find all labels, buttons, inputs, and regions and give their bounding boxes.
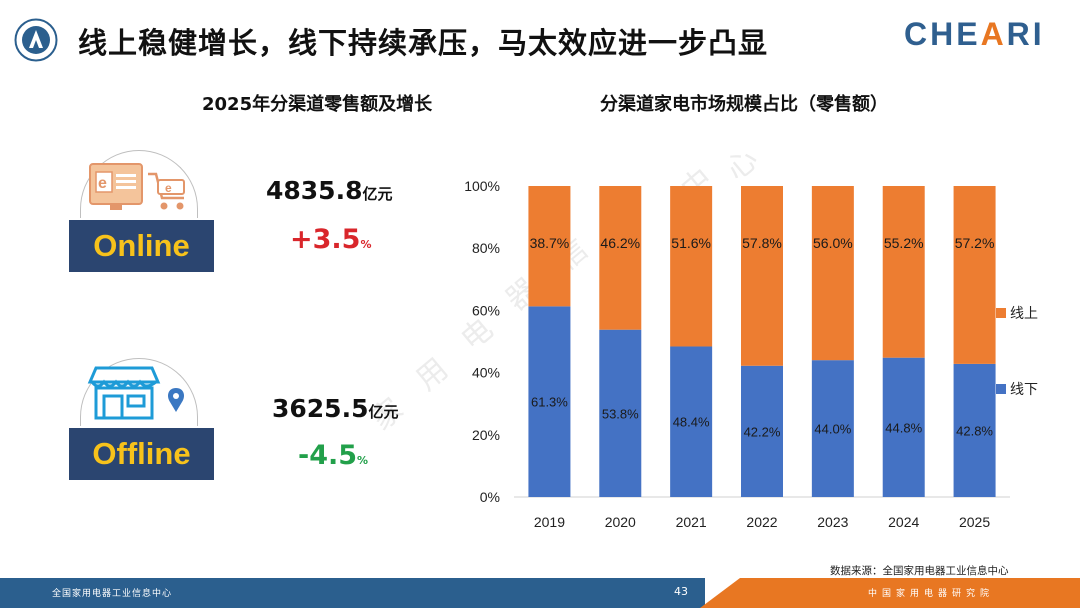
x-tick-label: 2021 xyxy=(676,514,707,530)
data-label: 51.6% xyxy=(671,235,711,251)
data-label: 42.2% xyxy=(744,424,781,439)
data-label: 44.0% xyxy=(814,422,851,437)
data-label: 57.2% xyxy=(955,235,995,251)
online-growth: +3.5% xyxy=(290,224,372,255)
data-label: 61.3% xyxy=(531,395,568,410)
data-label: 53.8% xyxy=(602,406,639,421)
data-label: 42.8% xyxy=(956,423,993,438)
bar-online xyxy=(953,186,996,364)
bar-online xyxy=(670,186,713,347)
data-label: 56.0% xyxy=(813,235,853,251)
offline-amount: 3625.5亿元 xyxy=(272,394,399,423)
data-label: 48.4% xyxy=(673,415,710,430)
data-label: 44.8% xyxy=(885,420,922,435)
data-label: 57.8% xyxy=(742,235,782,251)
x-tick-label: 2023 xyxy=(817,514,848,530)
org-logo xyxy=(14,18,58,62)
legend-swatch xyxy=(996,384,1006,394)
left-section-title: 2025年分渠道零售额及增长 xyxy=(202,94,433,115)
page-number: 43 xyxy=(674,585,688,598)
y-tick-label: 0% xyxy=(480,489,500,505)
svg-text:e: e xyxy=(165,181,172,195)
x-tick-label: 2022 xyxy=(746,514,777,530)
y-tick-label: 20% xyxy=(472,427,500,443)
bar-offline xyxy=(528,306,571,497)
svg-text:e: e xyxy=(98,175,107,192)
offline-label: Offline xyxy=(69,428,214,480)
footer-institute-name: 中国家用电器研究院 xyxy=(868,589,995,599)
y-tick-label: 80% xyxy=(472,240,500,256)
online-shopping-icon: e e xyxy=(89,163,185,210)
data-source: 数据来源：全国家用电器工业信息中心 xyxy=(830,565,1009,577)
footer-org-name: 全国家用电器工业信息中心 xyxy=(52,589,173,599)
footer-bar-right xyxy=(700,578,1080,608)
offline-growth: -4.5% xyxy=(298,440,369,471)
bar-online xyxy=(741,186,783,366)
bar-offline xyxy=(811,360,854,497)
bar-online xyxy=(882,186,925,358)
x-tick-label: 2019 xyxy=(534,514,565,530)
legend-label: 线上 xyxy=(1010,306,1038,322)
x-tick-label: 2025 xyxy=(959,514,990,530)
brand-logo: CHEARI xyxy=(904,16,1045,52)
page-title: 线上稳健增长，线下持续承压，马太效应进一步凸显 xyxy=(78,26,769,60)
x-tick-label: 2020 xyxy=(605,514,636,530)
bar-offline xyxy=(953,363,996,497)
y-tick-label: 60% xyxy=(472,302,500,318)
online-amount: 4835.8亿元 xyxy=(266,176,393,205)
offline-store-icon xyxy=(87,366,184,420)
legend-label: 线下 xyxy=(1010,382,1038,398)
bar-online xyxy=(599,186,642,330)
data-label: 46.2% xyxy=(600,235,640,251)
bar-offline xyxy=(599,329,642,497)
bar-online xyxy=(528,186,571,307)
footer-bar-left xyxy=(0,578,705,608)
bar-offline xyxy=(882,357,925,497)
online-label: Online xyxy=(69,220,214,272)
legend-swatch xyxy=(996,308,1006,318)
x-tick-label: 2024 xyxy=(888,514,919,530)
chart-title: 分渠道家电市场规模占比（零售额） xyxy=(600,94,888,115)
bar-online xyxy=(811,186,854,361)
y-tick-label: 100% xyxy=(464,178,500,194)
data-label: 38.7% xyxy=(530,235,570,251)
data-label: 55.2% xyxy=(884,235,924,251)
bar-offline xyxy=(741,365,783,497)
bar-offline xyxy=(670,346,713,497)
y-tick-label: 40% xyxy=(472,365,500,381)
